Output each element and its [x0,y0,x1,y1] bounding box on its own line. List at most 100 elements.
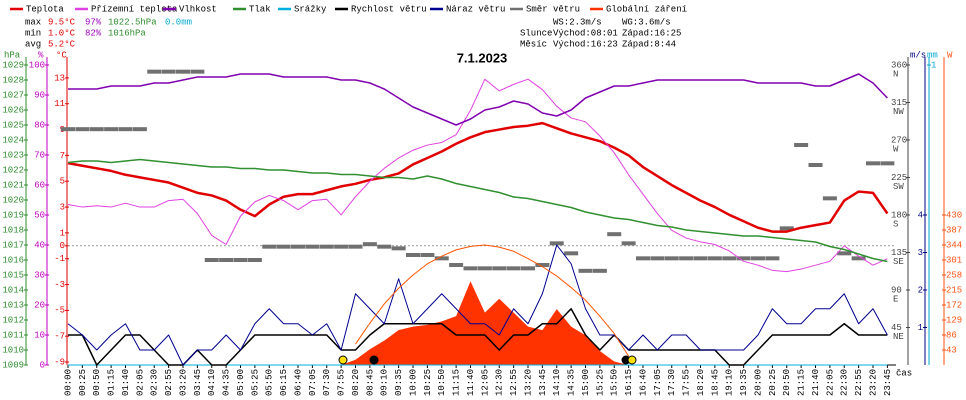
x-axis-label: čas [896,368,912,378]
x-tick-label: 05:50 [265,369,275,396]
direction-mark [693,256,708,261]
tick-label: 1021 [2,180,24,190]
tick-label: 3 [918,248,923,258]
axis-unit: % [38,50,44,60]
x-tick-label: 19:35 [739,369,749,396]
x-tick-label: 07:55 [337,369,347,396]
tick-label: 258 [946,270,962,280]
direction-mark [477,266,492,271]
direction-mark [377,244,392,249]
direction-mark [707,256,722,261]
x-tick-label: 04:35 [222,369,232,396]
x-tick-label: 16:15 [624,369,634,396]
direction-mark [334,244,349,249]
direction-mark [276,244,291,249]
x-tick-label: 18:20 [696,369,706,396]
direction-mark [147,69,162,74]
stat-value: 9.5°C [48,17,76,27]
x-tick-label: 06:40 [293,369,303,396]
x-tick-label: 00:00 [63,369,73,396]
tick-label: 1009 [2,360,24,370]
axis-unit: hPa [4,50,21,60]
tick-label: 1016 [2,255,24,265]
tick-label: 20 [34,300,45,310]
line [67,244,888,366]
direction-mark [808,163,823,167]
x-tick-label: 21:15 [797,369,807,396]
astro-wg: WG:3.6m/s [622,17,671,27]
astro-ws: WS:2.3m/s [553,17,602,27]
direction-mark [736,256,751,261]
tick-label: 1022 [2,165,24,175]
tick-label: 315 [891,98,907,108]
legend-label: Rychlost větru [351,4,427,14]
direction-label: S [893,219,898,229]
tick-label: 7 [60,151,65,161]
astro-marker [627,355,637,365]
direction-mark [751,256,765,261]
tick-label: 45 [891,323,902,333]
direction-mark [319,244,334,249]
direction-label: E [893,294,898,304]
x-tick-label: 02:05 [135,369,145,396]
x-tick-label: 17:55 [682,369,692,396]
x-tick-label: 11:40 [466,369,476,396]
tick-label: 30 [34,270,45,280]
tick-label: 1019 [2,210,24,220]
direction-mark [434,256,449,261]
stat-value: 1016hPa [108,28,146,38]
x-tick-label: 14:10 [552,369,562,396]
line [67,158,888,263]
direction-mark [837,251,852,256]
legend-label: Srážky [294,4,327,14]
x-tick-label: 10:25 [423,369,433,396]
stat-value: 0.0mm [165,17,192,27]
direction-mark [176,69,190,74]
astro-rise: Východ:08:01 [553,28,618,38]
direction-mark [132,127,147,132]
x-tick-label: 13:20 [523,369,533,396]
line [68,73,888,126]
x-tick-label: 08:20 [351,369,361,396]
x-tick-label: 04:10 [207,369,217,396]
direction-mark [362,242,377,247]
x-tick-label: 12:30 [495,369,505,396]
tick-label: 1013 [2,300,24,310]
tick-label: 0 [40,360,45,370]
x-tick-label: 06:15 [279,369,289,396]
direction-mark [636,256,650,261]
x-tick-label: 20:25 [768,369,778,396]
tick-label: -9 [54,357,65,367]
astro-rise: Východ:16:23 [553,39,618,49]
astro-set: Západ:16:25 [622,28,681,38]
tick-label: -3 [54,280,65,290]
tick-label: 1010 [2,345,24,355]
direction-mark [564,251,579,256]
x-tick-label: 22:05 [825,369,835,396]
tick-label: 1024 [2,135,24,145]
tick-label: 1017 [2,240,24,250]
astro-set: Západ:8:44 [622,39,676,49]
legend-label: Tlak [249,4,271,14]
stat-value: 5.2°C [48,39,76,49]
tick-label: 3 [60,202,65,212]
tick-label: 1020 [2,195,24,205]
direction-mark [664,256,679,261]
x-tick-label: 03:45 [193,369,203,396]
tick-label: 43 [946,345,957,355]
tick-label: 225 [891,173,907,183]
tick-label: 1023 [2,150,24,160]
x-tick-label: 11:15 [452,369,462,396]
x-tick-label: 10:50 [437,369,447,396]
tick-label: 86 [946,330,957,340]
x-tick-label: 01:40 [121,369,131,396]
direction-mark [492,266,507,271]
direction-label: N [893,69,898,79]
tick-label: 100 [29,60,45,70]
direction-label: SE [893,257,904,267]
stat-label: min [25,28,41,38]
tick-label: 5 [60,177,65,187]
line [355,244,630,357]
stat-label: max [25,17,41,27]
